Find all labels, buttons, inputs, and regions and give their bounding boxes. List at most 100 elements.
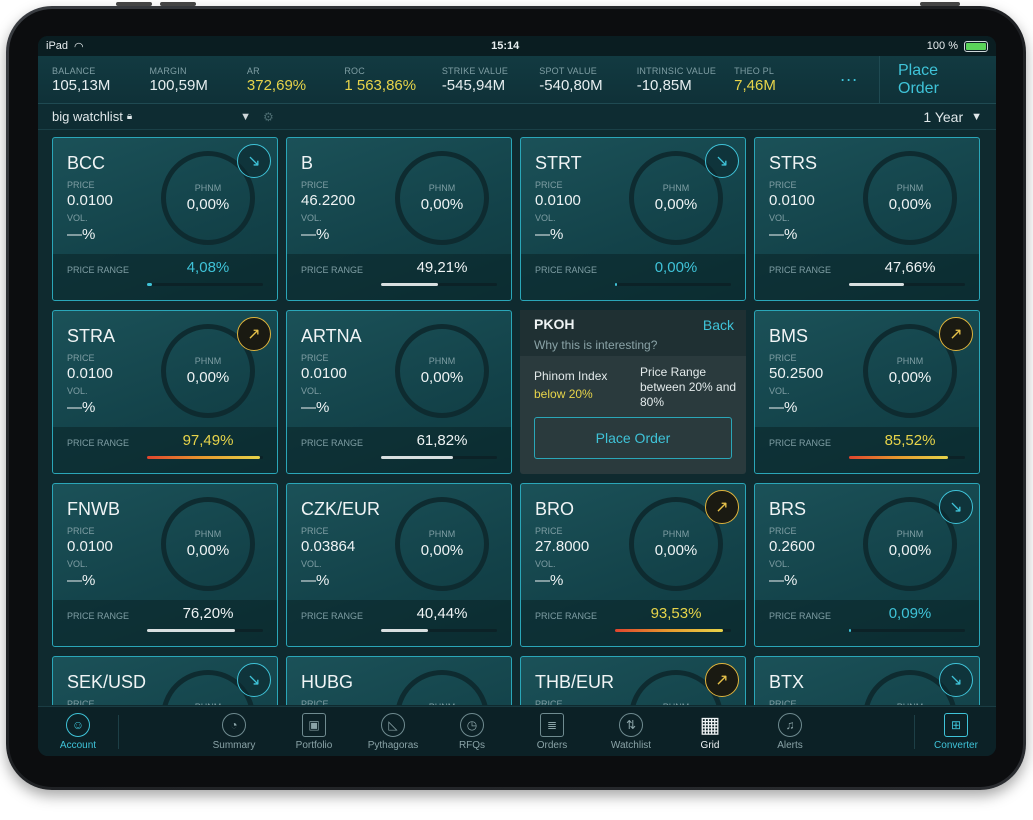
tab-pythagoras[interactable]: ◺ Pythagoras xyxy=(353,707,433,756)
tab-alerts[interactable]: ♫ Alerts xyxy=(750,707,830,756)
trend-up-icon[interactable]: ↗ xyxy=(705,663,739,697)
price-label: PRICE xyxy=(301,180,329,190)
tab-label: Alerts xyxy=(777,740,803,751)
trend-down-icon[interactable]: ↘ xyxy=(939,663,973,697)
chevron-down-icon: ▼ xyxy=(971,110,982,123)
phnm-ring xyxy=(161,497,255,591)
card-symbol: BRO xyxy=(535,499,575,519)
trend-down-icon[interactable]: ↘ xyxy=(237,663,271,697)
price-label: PRICE xyxy=(301,699,329,705)
period-selector[interactable]: 1 Year ▼ xyxy=(923,109,982,125)
gear-icon[interactable]: ⚙ xyxy=(263,109,274,124)
place-order-button[interactable]: Place Order xyxy=(534,417,732,459)
trend-up-icon[interactable]: ↗ xyxy=(705,490,739,524)
instrument-card[interactable]: THB/EURPRICEVOL.PHNMPRICE RANGE↗ xyxy=(520,656,746,705)
phnm-value: 0,00% xyxy=(420,369,464,386)
metric-intrinsic-value: INTRINSIC VALUE -10,85M xyxy=(637,66,734,94)
instrument-card[interactable]: BRS PRICE 0.2600 VOL. —% PHNM 0,00% PRICE RANGE… xyxy=(754,483,980,647)
tab-portfolio[interactable]: ▣ Portfolio xyxy=(274,707,354,756)
phnm-ring xyxy=(161,324,255,418)
tab-watchlist[interactable]: ⇅ Watchlist xyxy=(591,707,671,756)
pythagoras-icon: ◺ xyxy=(381,713,405,737)
tab-label: Grid xyxy=(700,740,720,751)
tab-summary[interactable]: ◔ Summary xyxy=(194,707,274,756)
price-label: PRICE xyxy=(769,180,797,190)
card-symbol: STRS xyxy=(769,153,818,173)
watchlist-name: big watchlist xyxy=(52,109,123,124)
more-options-button[interactable]: ··· xyxy=(839,69,858,89)
price-range-label: PRICE RANGE xyxy=(769,438,832,448)
phnm-label: PHNM xyxy=(395,702,489,705)
phnm-label: PHNM xyxy=(161,702,255,705)
price-label: PRICE xyxy=(535,526,563,536)
price-range-bar xyxy=(381,629,497,632)
price-value: 0.2600 xyxy=(769,538,815,555)
tab-grid[interactable]: ▦ Grid xyxy=(670,707,750,756)
tab-orders[interactable]: ≣ Orders xyxy=(512,707,592,756)
price-range-bar xyxy=(849,456,965,459)
price-value: 0.0100 xyxy=(67,365,113,382)
instrument-card[interactable]: STRA PRICE 0.0100 VOL. —% PHNM 0,00% PRICE RANG… xyxy=(52,310,278,474)
tab-rfqs[interactable]: ◷ RFQs xyxy=(432,707,512,756)
metric-ar: AR 372,69% xyxy=(247,66,344,94)
vol-label: VOL. xyxy=(535,213,556,223)
vol-value: —% xyxy=(769,399,798,416)
vol-value: —% xyxy=(67,399,96,416)
volume-button xyxy=(116,2,152,6)
vol-label: VOL. xyxy=(535,559,556,569)
phnm-ring xyxy=(863,497,957,591)
phnm-label: PHNM xyxy=(194,529,222,539)
instrument-card[interactable]: BCC PRICE 0.0100 VOL. —% PHNM 0,00% PRICE RANGE… xyxy=(52,137,278,301)
metric-value: 100,59M xyxy=(149,76,208,94)
tab-label: Pythagoras xyxy=(367,740,419,751)
instrument-card[interactable]: BTXPRICEVOL.PHNMPRICE RANGE↘ xyxy=(754,656,980,705)
trend-up-icon[interactable]: ↗ xyxy=(237,317,271,351)
price-range-fill xyxy=(147,456,261,459)
phnm-label: PHNM xyxy=(662,529,690,539)
price-range-label: PRICE RANGE xyxy=(301,611,364,621)
price-range-value: 93,53% xyxy=(650,605,702,622)
vol-value: —% xyxy=(301,572,330,589)
instrument-card[interactable]: HUBGPRICEVOL.PHNMPRICE RANGE xyxy=(286,656,512,705)
metric-margin: MARGIN 100,59M xyxy=(149,66,246,94)
instrument-card[interactable]: ARTNA PRICE 0.0100 VOL. —% PHNM 0,00% PRICE RAN… xyxy=(286,310,512,474)
price-range-value: 47,66% xyxy=(884,259,936,276)
trend-down-icon[interactable]: ↘ xyxy=(939,490,973,524)
price-range-label: PRICE RANGE xyxy=(535,265,598,275)
instrument-card[interactable]: SEK/USDPRICEVOL.PHNMPRICE RANGE↘ xyxy=(52,656,278,705)
card-symbol: BCC xyxy=(67,153,106,173)
trend-down-icon[interactable]: ↘ xyxy=(705,144,739,178)
card-symbol: THB/EUR xyxy=(535,672,615,692)
instrument-card[interactable]: BMS PRICE 50.2500 VOL. —% PHNM 0,00% PRICE RANG… xyxy=(754,310,980,474)
price-range-fill xyxy=(147,629,236,632)
vol-value: —% xyxy=(769,572,798,589)
battery-percent: 100 % xyxy=(926,40,958,52)
watchlist-selector[interactable]: big watchlist 🔒︎ xyxy=(52,109,132,124)
price-range-bar xyxy=(381,283,497,286)
metric-spot-value: SPOT VALUE -540,80M xyxy=(539,66,636,94)
instrument-card[interactable]: CZK/EUR PRICE 0.03864 VOL. —% PHNM 0,00% PRICE … xyxy=(286,483,512,647)
vol-value: —% xyxy=(67,572,96,589)
account-icon: ☺ xyxy=(66,713,90,737)
tab-converter[interactable]: ⊞ Converter xyxy=(916,707,996,756)
card-symbol: BTX xyxy=(769,672,805,692)
back-button[interactable]: Back xyxy=(702,317,734,333)
instrument-card[interactable]: STRS PRICE 0.0100 VOL. —% PHNM 0,00% PRICE RANG… xyxy=(754,137,980,301)
chevron-down-icon[interactable]: ▼ xyxy=(240,110,252,123)
price-range-label: PRICE RANGE xyxy=(535,611,598,621)
trend-down-icon[interactable]: ↘ xyxy=(237,144,271,178)
instrument-card[interactable]: BRO PRICE 27.8000 VOL. —% PHNM 0,00% PRICE RANG… xyxy=(520,483,746,647)
price-range-label: PRICE RANGE xyxy=(769,611,832,621)
instrument-card[interactable]: STRT PRICE 0.0100 VOL. —% PHNM 0,00% PRICE RANG… xyxy=(520,137,746,301)
place-order-button[interactable]: Place Order xyxy=(879,55,982,104)
power-button xyxy=(920,2,960,6)
price-label: PRICE xyxy=(301,353,329,363)
price-label: PRICE xyxy=(301,526,329,536)
price-range-fill xyxy=(849,456,949,459)
metric-label: ROC xyxy=(344,65,365,76)
instrument-card[interactable]: FNWB PRICE 0.0100 VOL. —% PHNM 0,00% PRICE RANG… xyxy=(52,483,278,647)
trend-up-icon[interactable]: ↗ xyxy=(939,317,973,351)
instrument-card[interactable]: B PRICE 46.2200 VOL. —% PHNM 0,00% PRICE RANGE 4… xyxy=(286,137,512,301)
tab-account[interactable]: ☺ Account xyxy=(38,707,118,756)
price-range-fill xyxy=(381,456,453,459)
